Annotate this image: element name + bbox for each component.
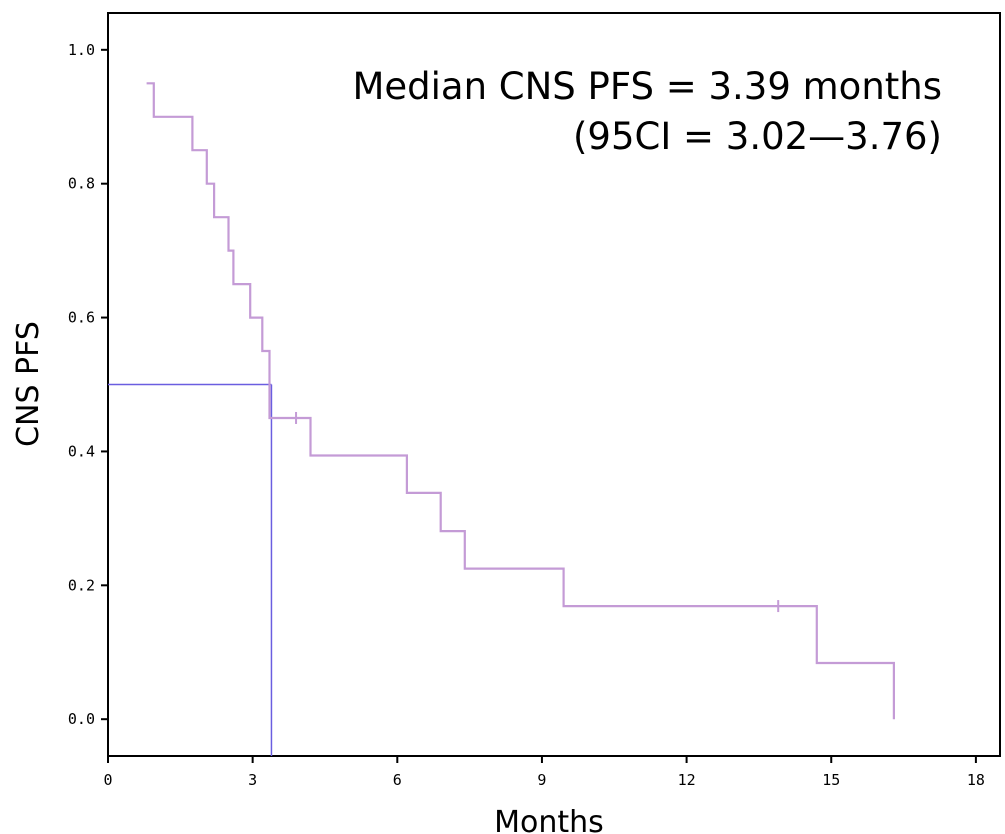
- y-tick-label: 1.0: [68, 41, 95, 59]
- median-annotation-line2: (95CI = 3.02—3.76): [573, 115, 942, 158]
- x-axis-ticks: 0 3 6 9 12 15 18: [103, 756, 985, 789]
- x-tick-label: 15: [822, 771, 840, 789]
- x-axis-title: Months: [494, 805, 604, 834]
- km-curve-group: [146, 82, 895, 720]
- y-tick-label: 0.6: [68, 309, 95, 327]
- x-tick-label: 0: [103, 771, 112, 789]
- y-tick-label: 0.8: [68, 175, 95, 193]
- x-tick-label: 12: [678, 771, 696, 789]
- x-tick-label: 9: [537, 771, 546, 789]
- x-tick-label: 18: [967, 771, 985, 789]
- y-tick-label: 0.0: [68, 710, 95, 728]
- km-survival-line: [146, 82, 895, 720]
- x-tick-label: 3: [248, 771, 257, 789]
- y-axis-title: CNS PFS: [11, 321, 46, 447]
- x-tick-label: 6: [393, 771, 402, 789]
- median-reference-lines: [108, 383, 273, 756]
- median-annotation-line1: Median CNS PFS = 3.39 months: [352, 65, 942, 108]
- y-axis-ticks: 0.0 0.2 0.4 0.6 0.8 1.0: [68, 41, 108, 728]
- y-tick-label: 0.4: [68, 442, 95, 460]
- y-tick-label: 0.2: [68, 576, 95, 594]
